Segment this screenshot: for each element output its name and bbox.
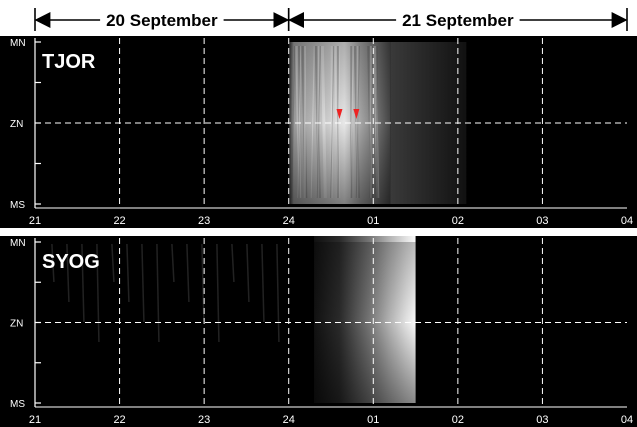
emission-streak — [66, 243, 70, 303]
y-tick-label: MN — [10, 238, 26, 249]
emission-streak — [276, 243, 280, 343]
x-tick-label: 21 — [29, 215, 41, 227]
x-tick-label: 02 — [452, 414, 464, 426]
x-tick-label: 03 — [536, 215, 548, 227]
emission-streak — [246, 243, 250, 303]
emission-streak — [201, 243, 205, 323]
x-tick-label: 22 — [113, 414, 125, 426]
red-arrow-marker — [336, 109, 343, 119]
panel-tjor: MN ZN MS 21 22 23 24 01 02 03 04 TJOR — [0, 36, 637, 228]
emission-streak — [111, 243, 115, 283]
emission-streak — [126, 243, 130, 303]
emission-streak — [51, 243, 55, 283]
x-tick-label: 01 — [367, 215, 379, 227]
x-tick-label: 03 — [536, 414, 548, 426]
x-tick-label: 04 — [621, 414, 633, 426]
red-arrow-marker — [353, 109, 360, 119]
x-tick-label: 23 — [198, 215, 210, 227]
day-span-label: 20 September — [106, 11, 218, 30]
emission-streak — [216, 243, 220, 343]
panel-syog: MN ZN MS 21 22 23 24 01 02 03 04 SYOG — [0, 236, 637, 427]
emission-streak — [156, 243, 160, 343]
y-tick-label: ZN — [10, 319, 23, 330]
emission-streak — [231, 243, 235, 283]
emission-streak — [186, 243, 190, 303]
emission-streak — [96, 243, 100, 343]
emission-streak — [261, 243, 265, 323]
x-tick-label: 24 — [283, 414, 295, 426]
station-label: SYOG — [42, 251, 100, 273]
emission-streak — [171, 243, 175, 283]
station-label: TJOR — [42, 51, 96, 73]
x-tick-label: 01 — [367, 414, 379, 426]
emission-streak — [141, 243, 145, 323]
y-tick-label: MS — [10, 399, 25, 410]
x-tick-label: 21 — [29, 414, 41, 426]
day-span-label: 21 September — [402, 11, 514, 30]
x-tick-label: 22 — [113, 215, 125, 227]
x-tick-label: 04 — [621, 215, 633, 227]
x-tick-label: 24 — [283, 215, 295, 227]
emission-streak — [81, 243, 85, 323]
y-tick-label: MS — [10, 200, 25, 211]
y-tick-label: MN — [10, 38, 26, 49]
day-span-header: 20 September 21 September — [34, 8, 628, 31]
x-tick-label: 23 — [198, 414, 210, 426]
y-tick-label: ZN — [10, 119, 23, 130]
x-tick-label: 02 — [452, 215, 464, 227]
